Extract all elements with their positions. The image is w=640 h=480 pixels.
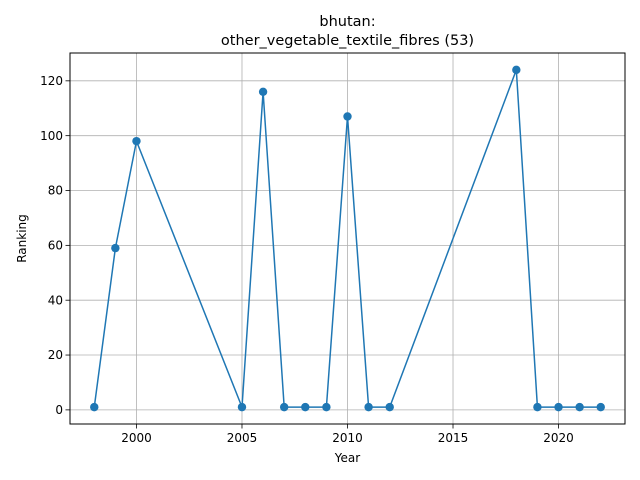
data-point bbox=[132, 136, 141, 146]
series-line bbox=[93, 69, 601, 408]
grid-layer bbox=[70, 53, 625, 424]
data-point bbox=[575, 402, 584, 412]
data-point bbox=[111, 243, 120, 253]
y-tick-label: 40 bbox=[48, 293, 63, 307]
y-tick-label: 80 bbox=[48, 184, 63, 198]
y-axis-label: Ranking bbox=[15, 214, 29, 263]
x-tick-label: 2005 bbox=[227, 431, 258, 445]
data-point bbox=[90, 402, 99, 412]
chart-title-line2: other_vegetable_textile_fibres (53) bbox=[221, 33, 474, 49]
data-point bbox=[364, 402, 373, 412]
chart-title-line1: bhutan: bbox=[319, 14, 375, 30]
y-tick-label: 120 bbox=[40, 74, 63, 88]
data-point bbox=[554, 402, 563, 412]
data-point bbox=[343, 112, 352, 121]
x-axis-label: Year bbox=[334, 451, 360, 465]
series-layer bbox=[90, 65, 605, 412]
y-tick-label: 100 bbox=[40, 129, 63, 143]
x-tick-label: 2010 bbox=[332, 431, 363, 445]
x-tick-label: 2000 bbox=[121, 431, 152, 445]
data-point bbox=[279, 402, 289, 412]
y-tick-label: 20 bbox=[48, 348, 63, 362]
x-tick-label: 2015 bbox=[438, 431, 469, 445]
data-point bbox=[533, 402, 542, 412]
data-point bbox=[322, 402, 331, 412]
data-point bbox=[258, 87, 268, 97]
y-tick-label: 0 bbox=[55, 403, 63, 417]
data-point bbox=[512, 65, 521, 75]
data-point bbox=[237, 402, 247, 412]
data-point bbox=[301, 402, 310, 412]
y-tick-label: 60 bbox=[48, 239, 63, 253]
x-tick-label: 2020 bbox=[543, 431, 574, 445]
tick-layer: 2000 2005 2010 2015 2020 0 20 40 60 80 100 120 bbox=[40, 74, 574, 445]
data-point bbox=[596, 402, 605, 412]
data-point bbox=[385, 402, 394, 412]
